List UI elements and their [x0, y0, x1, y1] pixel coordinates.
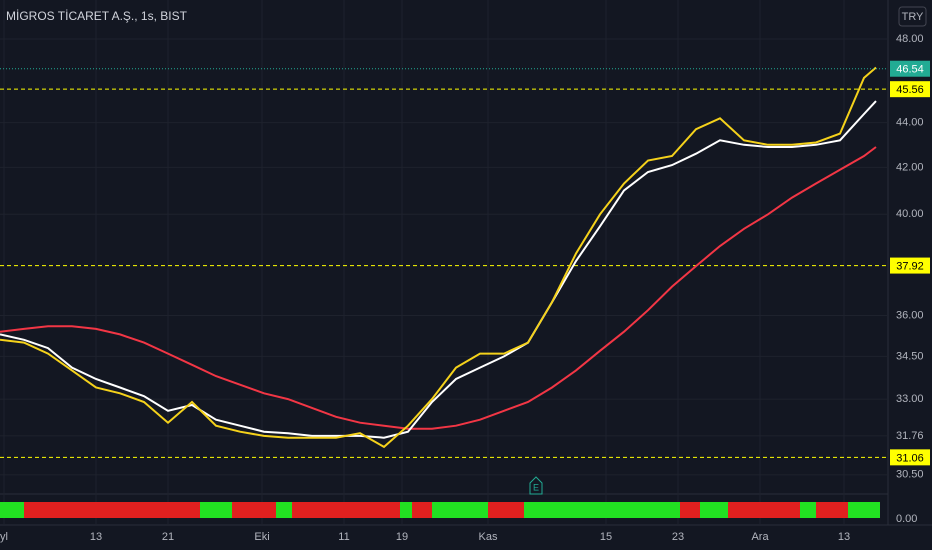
x-tick-label: Ara: [751, 531, 769, 543]
last-price-label: 46.54: [896, 64, 924, 76]
signal-segment: [292, 502, 400, 518]
x-tick-label: 15: [600, 531, 612, 543]
labels: 48.00 44.00 42.00 40.00 36.00 34.50 33.00 31.76…: [0, 33, 930, 543]
chart-title: MİGROS TİCARET A.Ş., 1s, BIST: [6, 9, 188, 23]
x-tick-label: yl: [0, 531, 8, 543]
x-tick-label: Kas: [479, 531, 498, 543]
signal-segment: [200, 502, 232, 518]
y-tick-label: 31.76: [896, 430, 924, 442]
level-label-box: [890, 257, 930, 274]
y-tick-label: 48.00: [896, 33, 924, 45]
level-label: 45.56: [896, 84, 924, 96]
y-tick-label: 36.00: [896, 309, 924, 321]
signal-segment: [400, 502, 412, 518]
level-label-box: [890, 81, 930, 98]
signal-segment: [700, 502, 728, 518]
signal-segment: [728, 502, 800, 518]
y-tick-label: 34.50: [896, 350, 924, 362]
y-tick-label: 42.00: [896, 161, 924, 173]
signal-segment: [524, 502, 680, 518]
signal-segment: [488, 502, 524, 518]
y-tick-label: 33.00: [896, 393, 924, 405]
signal-segment: [432, 502, 488, 518]
moving-average: [0, 100, 877, 439]
signal-segment: [276, 502, 292, 518]
grid: [0, 0, 888, 525]
x-tick-label: 11: [338, 531, 349, 543]
moving-average: [0, 66, 877, 449]
last-price-box: [890, 60, 930, 77]
level-label-box: [890, 449, 930, 466]
x-tick-label: 23: [672, 531, 684, 543]
signal-tick-label: 0.00: [896, 513, 917, 525]
x-tick-label: 21: [162, 531, 174, 543]
plot: [0, 66, 888, 518]
signal-segment: [848, 502, 880, 518]
level-label: 31.06: [896, 452, 924, 464]
signal-segment: [800, 502, 816, 518]
signal-segment: [680, 502, 700, 518]
x-tick-label: 13: [90, 531, 102, 543]
event-marker-shape: [529, 476, 543, 495]
signal-segment: [816, 502, 848, 518]
currency[interactable]: TRY: [902, 11, 924, 23]
event-marker-label: E: [533, 482, 539, 492]
signal-segment: [0, 502, 24, 518]
signal-segment: [24, 502, 200, 518]
x-tick-label: Eki: [254, 531, 269, 543]
y-tick-label: 40.00: [896, 208, 924, 220]
x-tick-label: 13: [838, 531, 850, 543]
y-tick-label: 44.00: [896, 117, 924, 129]
signal-segment: [412, 502, 432, 518]
level-label: 37.92: [896, 260, 924, 272]
x-tick-label: 19: [396, 531, 408, 543]
signal-segment: [232, 502, 276, 518]
y-tick-label: 30.50: [896, 469, 924, 481]
currency-box[interactable]: [898, 6, 927, 27]
moving-average: [0, 146, 877, 430]
